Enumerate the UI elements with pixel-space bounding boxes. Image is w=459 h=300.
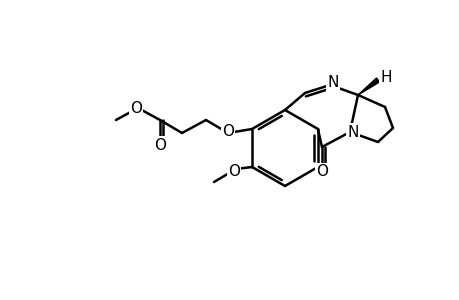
Text: O: O (315, 164, 327, 179)
Text: O: O (228, 164, 240, 178)
Text: H: H (380, 70, 391, 85)
Text: O: O (222, 124, 234, 139)
Text: O: O (154, 137, 166, 152)
Text: O: O (130, 100, 142, 116)
Text: N: N (347, 124, 358, 140)
Polygon shape (357, 78, 379, 95)
Text: N: N (327, 74, 338, 89)
